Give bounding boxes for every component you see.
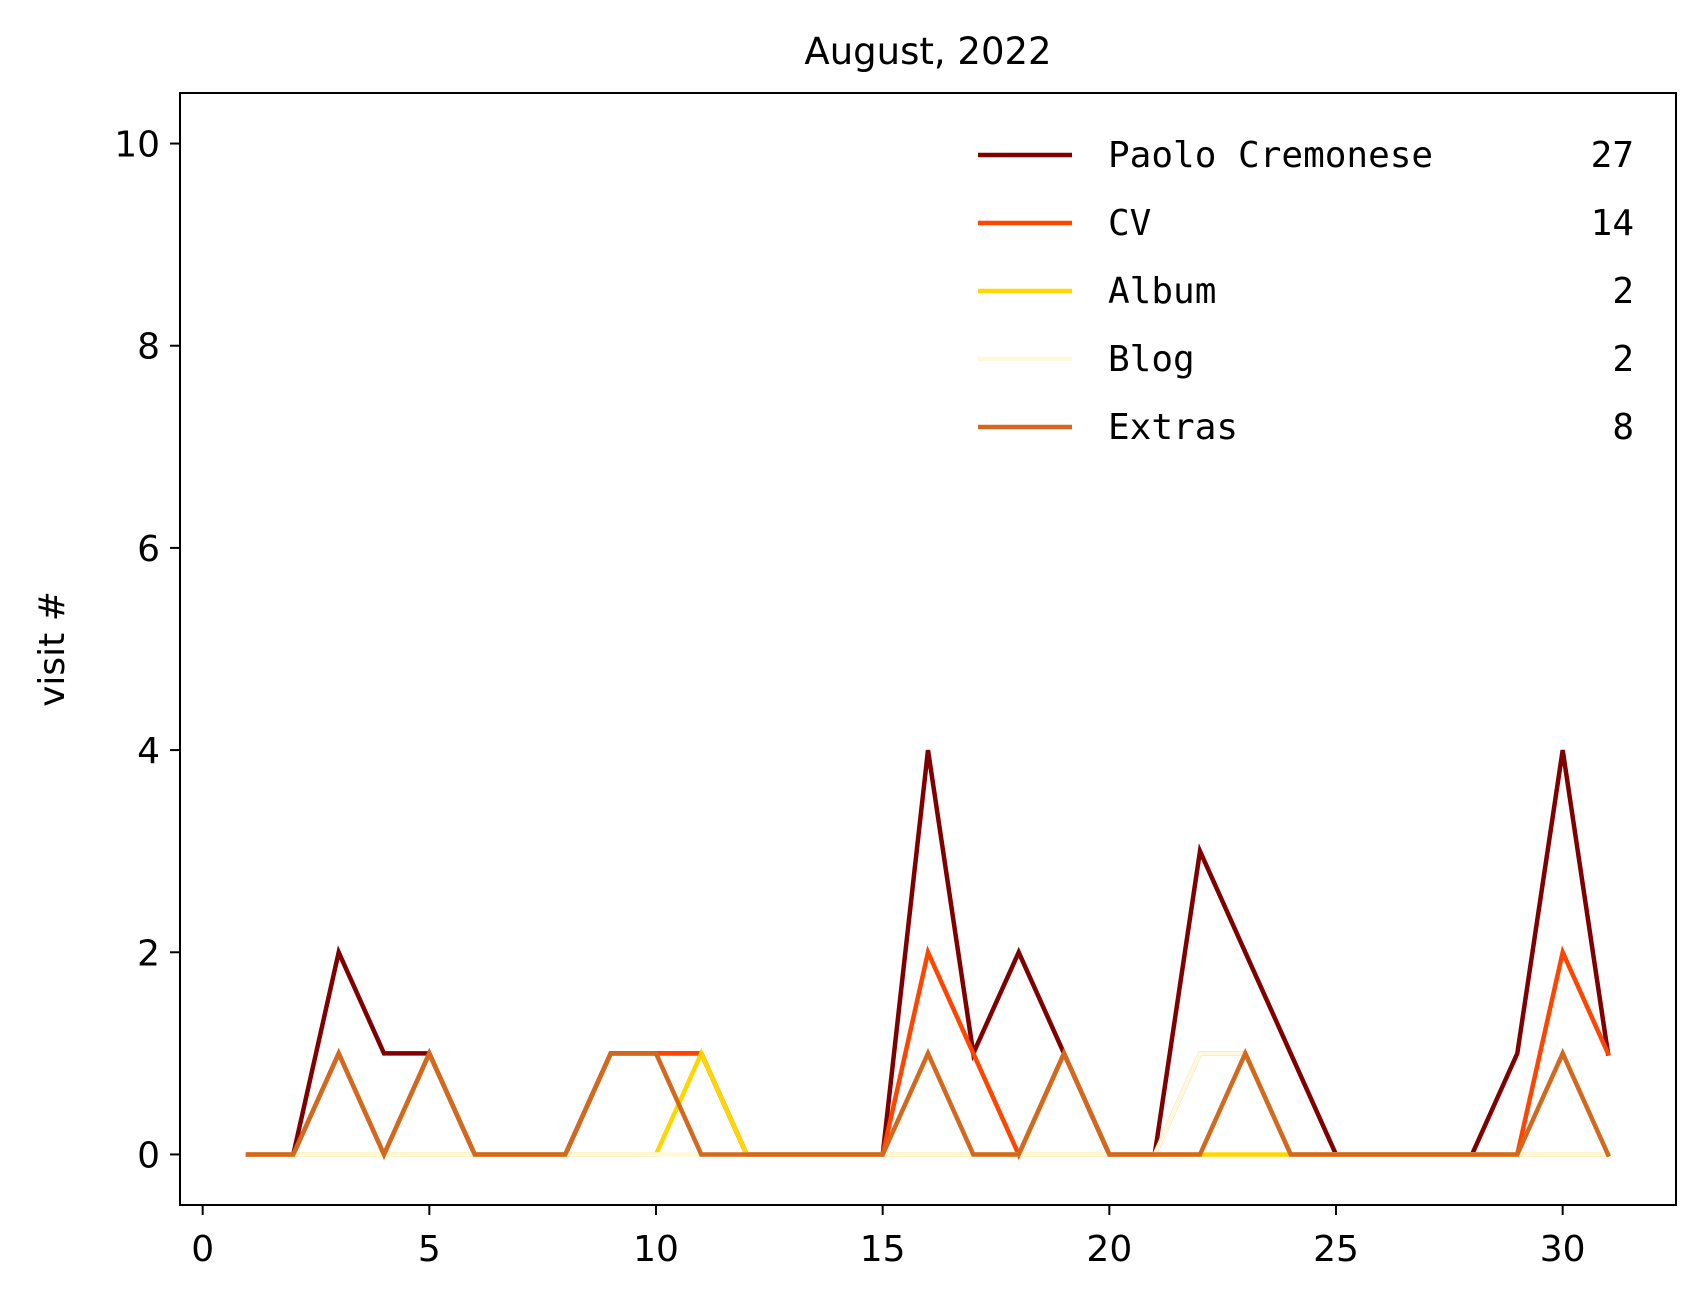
series-line-extras: [245, 1047, 1611, 1161]
plot-frame: [179, 92, 1677, 1206]
x-axis: 0 5 10 15 20 25 30: [191, 1205, 1586, 1270]
x-tick-label: 0: [191, 1229, 214, 1270]
y-axis-label: visit #: [32, 591, 73, 707]
legend-total-blog: 2: [1612, 339, 1634, 380]
legend-total-cv: 14: [1591, 203, 1634, 244]
y-tick-label: 0: [137, 1135, 160, 1176]
x-tick-label: 5: [418, 1229, 441, 1270]
legend-total-album: 2: [1612, 271, 1634, 312]
y-tick-label: 10: [114, 125, 160, 166]
legend-total-paolo-cremonese: 27: [1591, 135, 1634, 176]
series-layer: [245, 749, 1611, 1161]
y-tick-label: 2: [137, 933, 160, 974]
legend: Paolo Cremonese 27 CV 14 Album 2 Blog 2 Extras 8: [978, 135, 1634, 448]
legend-label-blog: Blog: [1108, 339, 1195, 380]
y-tick-label: 8: [137, 327, 160, 368]
x-tick-label: 15: [860, 1229, 906, 1270]
x-tick-label: 10: [633, 1229, 679, 1270]
legend-label-extras: Extras: [1108, 407, 1238, 448]
x-tick-label: 30: [1540, 1229, 1586, 1270]
x-tick-label: 25: [1313, 1229, 1359, 1270]
legend-label-cv: CV: [1108, 203, 1151, 244]
y-tick-label: 4: [137, 731, 160, 772]
legend-total-extras: 8: [1612, 407, 1634, 448]
x-tick-label: 20: [1086, 1229, 1132, 1270]
y-tick-label: 6: [137, 529, 160, 570]
legend-label-album: Album: [1108, 271, 1216, 312]
chart-title: August, 2022: [804, 30, 1051, 73]
y-axis: 0 2 4 6 8 10: [114, 125, 180, 1176]
legend-label-paolo-cremonese: Paolo Cremonese: [1108, 135, 1433, 176]
